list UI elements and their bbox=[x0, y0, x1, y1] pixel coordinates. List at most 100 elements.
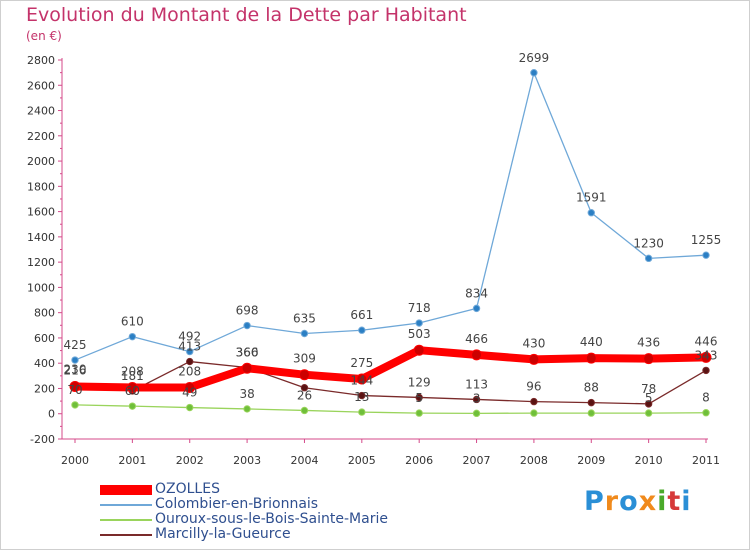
data-label: 2699 bbox=[519, 51, 550, 65]
data-label: 635 bbox=[293, 312, 316, 326]
data-point bbox=[702, 409, 710, 417]
data-label: 208 bbox=[121, 364, 144, 378]
data-point bbox=[128, 332, 137, 341]
data-point bbox=[472, 395, 481, 404]
y-tick-label: -200 bbox=[30, 433, 55, 446]
y-tick-label: 800 bbox=[34, 307, 55, 320]
data-label: 834 bbox=[465, 286, 488, 300]
data-label: 13 bbox=[354, 390, 369, 404]
y-tick-label: 600 bbox=[34, 332, 55, 345]
legend-swatch bbox=[100, 503, 152, 506]
data-label: 113 bbox=[465, 377, 488, 391]
data-point bbox=[644, 254, 653, 263]
legend-label: Colombier-en-Brionnais bbox=[155, 496, 319, 512]
legend-label: OZOLLES bbox=[155, 481, 220, 497]
chart-title: Evolution du Montant de la Dette par Hab… bbox=[26, 4, 467, 26]
data-point bbox=[471, 349, 483, 361]
data-point bbox=[528, 353, 540, 365]
y-tick-label: 1800 bbox=[27, 180, 55, 193]
data-label: 8 bbox=[702, 391, 710, 405]
logo-letter: o bbox=[619, 486, 639, 517]
data-label: 661 bbox=[350, 308, 373, 322]
data-point bbox=[358, 326, 366, 334]
data-label: 503 bbox=[408, 327, 431, 341]
x-tick-label: 2008 bbox=[520, 454, 548, 467]
data-point bbox=[530, 69, 538, 77]
data-label: 3 bbox=[473, 391, 481, 405]
data-label: 436 bbox=[637, 336, 660, 350]
data-point bbox=[415, 409, 423, 417]
data-label: 208 bbox=[178, 364, 201, 378]
data-label: 5 bbox=[415, 391, 423, 405]
proxiti-logo: Proxiti bbox=[584, 486, 692, 517]
x-tick-label: 2004 bbox=[290, 454, 318, 467]
x-tick-label: 2002 bbox=[176, 454, 204, 467]
data-point bbox=[587, 409, 595, 417]
x-tick-label: 2001 bbox=[118, 454, 146, 467]
data-point bbox=[71, 356, 79, 364]
data-point bbox=[71, 401, 79, 409]
data-point bbox=[530, 409, 538, 417]
series-line-3 bbox=[74, 360, 707, 405]
data-label: 38 bbox=[239, 387, 254, 401]
data-point bbox=[186, 347, 194, 356]
data-point bbox=[415, 319, 423, 327]
logo-letter: i bbox=[681, 486, 692, 517]
data-label: 366 bbox=[236, 345, 259, 359]
data-label: 360 bbox=[236, 345, 259, 359]
logo-letter: t bbox=[667, 486, 682, 517]
series-line-1 bbox=[74, 72, 707, 361]
x-tick-label: 2000 bbox=[61, 454, 89, 467]
logo-letter: r bbox=[604, 486, 620, 517]
data-label: 129 bbox=[408, 375, 431, 389]
data-label: 96 bbox=[526, 380, 541, 394]
x-tick-label: 2010 bbox=[635, 454, 663, 467]
data-point bbox=[587, 209, 595, 217]
data-point bbox=[358, 391, 366, 400]
data-point bbox=[243, 321, 251, 330]
data-point bbox=[300, 384, 309, 392]
data-point bbox=[356, 373, 368, 385]
data-label: 610 bbox=[121, 315, 144, 329]
y-tick-label: 2200 bbox=[27, 130, 55, 143]
data-label: 343 bbox=[695, 348, 718, 362]
y-tick-label: 200 bbox=[34, 382, 55, 395]
legend-label: Marcilly-la-Gueurce bbox=[155, 526, 291, 542]
data-point bbox=[300, 406, 309, 415]
data-point bbox=[415, 393, 423, 402]
data-point bbox=[298, 369, 310, 381]
data-label: 275 bbox=[350, 356, 373, 370]
series-line-0 bbox=[71, 346, 710, 392]
x-tick-label: 2007 bbox=[463, 454, 491, 467]
data-point bbox=[186, 403, 194, 412]
data-label: 230 bbox=[64, 363, 87, 377]
data-label: 144 bbox=[350, 374, 373, 388]
data-point bbox=[241, 362, 253, 374]
data-point bbox=[700, 351, 712, 363]
x-tick-label: 2005 bbox=[348, 454, 376, 467]
y-tick-label: 400 bbox=[34, 357, 55, 370]
data-label: 413 bbox=[178, 340, 201, 354]
data-label: 309 bbox=[293, 352, 316, 366]
data-label: 1255 bbox=[691, 233, 722, 247]
data-point bbox=[702, 251, 710, 259]
y-tick-label: 1600 bbox=[27, 206, 55, 219]
data-label: 26 bbox=[297, 388, 312, 402]
legend-swatch bbox=[100, 518, 152, 521]
data-label: 1230 bbox=[633, 236, 664, 250]
data-point bbox=[472, 304, 481, 313]
y-tick-label: 0 bbox=[48, 408, 55, 421]
data-label: 430 bbox=[522, 336, 545, 350]
y-tick-label: 2600 bbox=[27, 79, 55, 92]
data-label: 492 bbox=[178, 330, 201, 344]
legend-label: Ouroux-sous-le-Bois-Sainte-Marie bbox=[155, 511, 388, 527]
data-label: 425 bbox=[64, 338, 87, 352]
chart-subtitle: (en €) bbox=[26, 29, 62, 43]
data-point bbox=[184, 381, 196, 393]
series-line-2 bbox=[74, 404, 707, 415]
data-label: 49 bbox=[182, 386, 197, 400]
x-tick-label: 2009 bbox=[577, 454, 605, 467]
data-point bbox=[186, 357, 194, 366]
data-label: 70 bbox=[67, 383, 82, 397]
y-tick-label: 1400 bbox=[27, 231, 55, 244]
